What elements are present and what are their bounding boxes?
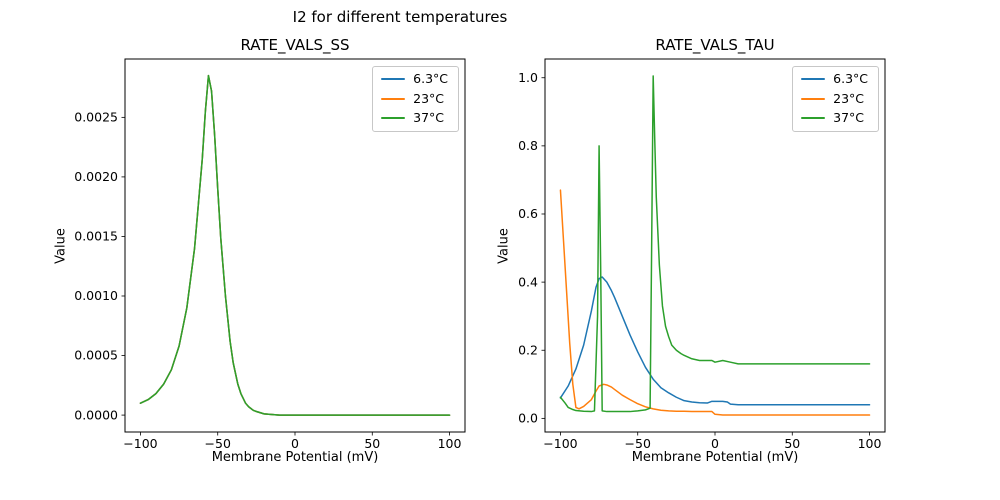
legend-label: 37°C	[413, 110, 445, 125]
series-line	[559, 189, 871, 416]
x-tick-label: 50	[364, 436, 380, 451]
x-tick-label: 100	[438, 436, 462, 451]
x-tick-label: 0	[711, 436, 719, 451]
x-tick-label: −50	[205, 436, 231, 451]
y-tick-label: 1.0	[518, 70, 538, 85]
plot-area: −100 −50 0 50 100 0.0000 0.0005 0.0010 0.0015 0.0…	[74, 58, 466, 451]
legend-line-swatch	[801, 78, 826, 81]
legend-label: 6.3°C	[413, 71, 448, 86]
legend-label: 6.3°C	[833, 71, 868, 86]
x-axis-label: Membrane Potential (mV)	[631, 450, 799, 465]
legend-item: 23°C	[801, 90, 868, 106]
y-tick-label: 0.0020	[74, 169, 118, 184]
plot-title: RATE_VALS_TAU	[655, 36, 775, 54]
subplot-rate-vals-tau: RATE_VALS_TAU Value Membrane Potential (…	[497, 36, 886, 465]
subplot-rate-vals-ss: RATE_VALS_SS Value Membrane Potential (m…	[54, 36, 466, 465]
legend-line-swatch	[801, 97, 826, 100]
x-axis-label: Membrane Potential (mV)	[211, 450, 379, 465]
x-tick-label: −100	[543, 436, 577, 451]
figure-title: I2 for different temperatures	[292, 8, 508, 26]
plot-title: RATE_VALS_SS	[240, 36, 350, 54]
y-axis-label: Value	[496, 227, 512, 264]
legend: 6.3°C 23°C 37°C	[372, 66, 459, 132]
x-tick-label: −100	[123, 436, 157, 451]
x-tick-label: 50	[784, 436, 800, 451]
y-tick-label: 0.6	[518, 206, 538, 221]
legend-line-swatch	[381, 78, 406, 81]
legend-line-swatch	[801, 117, 826, 120]
y-tick-label: 0.0	[518, 411, 538, 426]
legend-line-swatch	[381, 97, 406, 100]
y-tick-label: 0.0010	[74, 288, 118, 303]
y-tick-label: 0.0000	[74, 407, 118, 422]
series-line	[559, 75, 871, 413]
plot-area: −100 −50 0 50 100 0.0 0.2 0.4 0.6 0.8 1.0	[518, 58, 886, 451]
x-tick-label: 0	[291, 436, 299, 451]
y-tick-label: 0.0015	[74, 229, 118, 244]
y-tick-label: 0.4	[518, 274, 538, 289]
legend: 6.3°C 23°C 37°C	[792, 66, 879, 132]
legend-item: 6.3°C	[801, 71, 868, 86]
legend-item: 6.3°C	[381, 71, 448, 86]
legend-item: 23°C	[381, 90, 448, 106]
y-tick-label: 0.0025	[74, 110, 118, 125]
legend-label: 23°C	[833, 90, 865, 106]
y-axis-label: Value	[53, 227, 69, 264]
y-tick-label: 0.8	[518, 138, 538, 153]
legend-label: 37°C	[833, 110, 865, 125]
axes-frame	[544, 58, 886, 433]
y-tick-label: 0.2	[518, 342, 538, 357]
x-tick-label: −50	[625, 436, 651, 451]
legend-line-swatch	[381, 117, 406, 120]
legend-item: 37°C	[381, 110, 448, 125]
x-tick-label: 100	[858, 436, 882, 451]
legend-item: 37°C	[801, 110, 868, 125]
axes-frame	[124, 58, 466, 433]
series-line	[139, 74, 451, 416]
y-tick-label: 0.0005	[74, 348, 118, 363]
legend-label: 23°C	[413, 90, 445, 106]
